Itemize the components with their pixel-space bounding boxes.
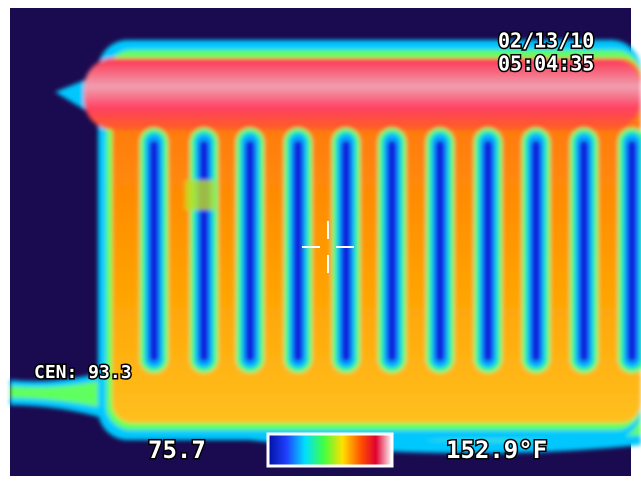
time: 05:04:35 [498,52,594,76]
center-readout: CEN: 93.3 [34,362,132,383]
radiator [10,40,641,454]
scale-min: 75.7 [148,436,206,464]
date: 02/13/10 [498,29,594,53]
crosshair [302,221,354,273]
scale-max: 152.9°F [446,436,547,464]
color-scale [266,432,394,468]
